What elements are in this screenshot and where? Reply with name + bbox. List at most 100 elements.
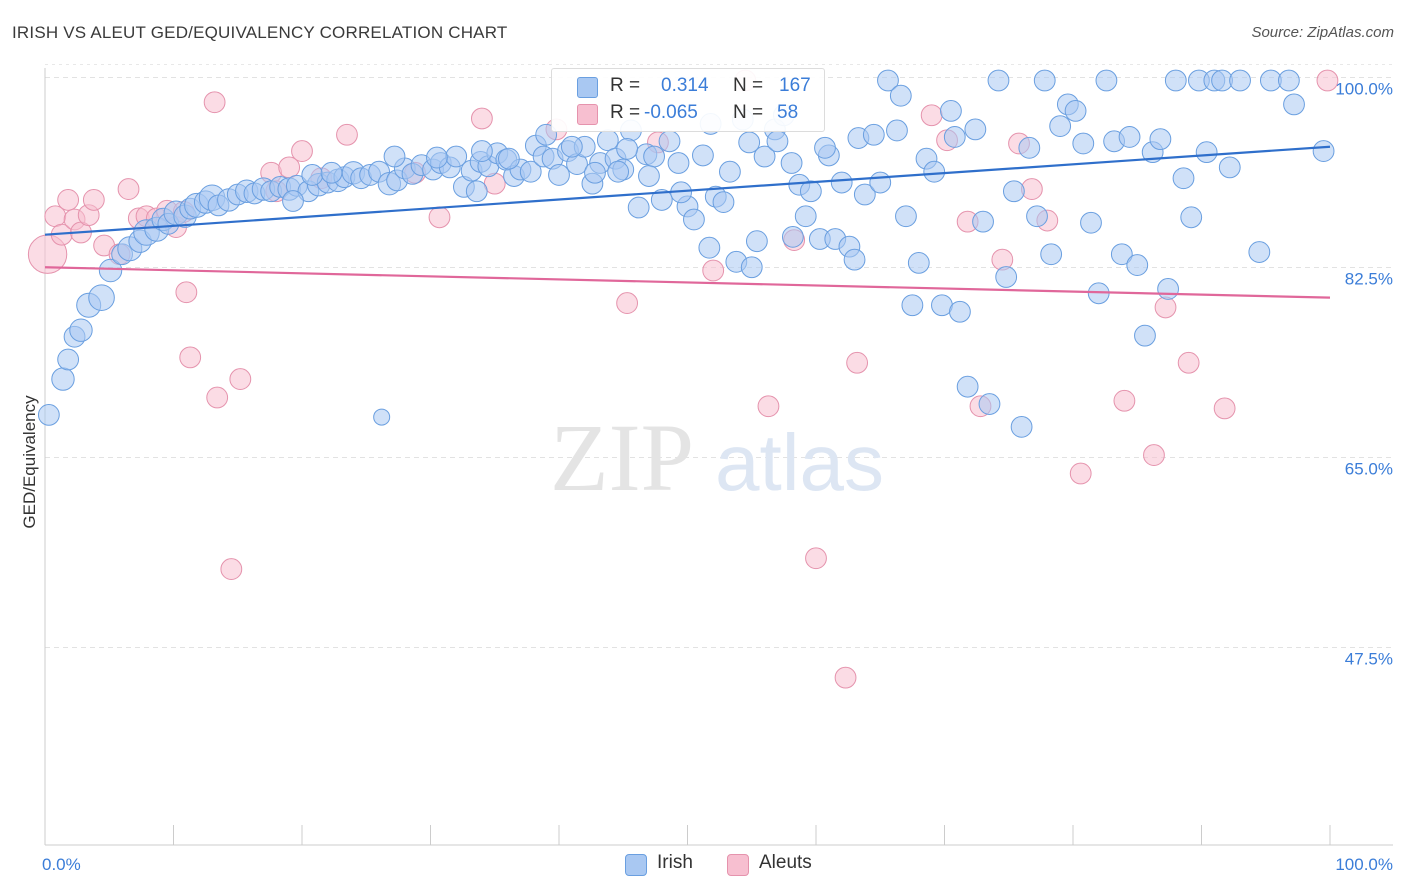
aleuts-point <box>1143 444 1165 466</box>
irish-point <box>57 348 80 371</box>
irish-point <box>1018 136 1041 159</box>
irish-point <box>853 183 876 206</box>
irish-point <box>964 118 987 141</box>
chart-title: IRISH VS ALEUT GED/EQUIVALENCY CORRELATI… <box>12 23 508 42</box>
axes <box>44 68 1393 846</box>
trend-lines <box>44 145 1331 299</box>
irish-point <box>877 69 899 92</box>
irish-point <box>869 171 892 194</box>
irish-point <box>301 164 324 186</box>
irish-point <box>740 256 763 279</box>
aleuts-point <box>1069 462 1092 485</box>
irish-point <box>1172 167 1195 190</box>
irish-point <box>1126 254 1149 276</box>
irish-point <box>88 284 115 311</box>
aleuts-point <box>757 395 780 418</box>
y-tick-label: 47.5% <box>1345 650 1393 669</box>
irish-point <box>1072 132 1095 155</box>
irish-point <box>69 318 93 342</box>
legend-r-label: R = <box>610 75 641 96</box>
grid-lines <box>45 64 1393 648</box>
irish-point <box>37 404 60 426</box>
y-axis-label: GED/Equivalency <box>20 395 39 529</box>
aleuts-point <box>428 206 451 229</box>
bottom-legend-swatch-irish <box>625 854 647 876</box>
irish-point <box>497 147 520 170</box>
irish-point <box>995 266 1018 288</box>
irish-point <box>638 165 660 187</box>
legend-swatch-aleuts <box>577 104 598 125</box>
irish-point <box>1026 205 1048 228</box>
y-tick-label: 100.0% <box>1335 80 1393 99</box>
irish-point <box>1080 211 1102 234</box>
y-tick-label: 65.0% <box>1345 460 1393 479</box>
irish-point <box>1229 69 1251 92</box>
bottom-legend-swatch-aleuts <box>727 854 749 876</box>
tick-labels: 47.5% 65.0% 82.5% 100.0% 0.0% 100.0% <box>42 80 1393 875</box>
irish-point <box>1157 278 1179 300</box>
irish-point <box>1118 126 1141 148</box>
irish-point <box>1110 243 1133 266</box>
irish-point <box>780 152 803 174</box>
irish-point <box>907 252 930 274</box>
aleuts-point <box>846 351 869 374</box>
legend-n-value: 58 <box>777 102 799 123</box>
irish-point <box>712 191 735 214</box>
irish-point <box>698 236 721 259</box>
irish-point <box>683 208 705 231</box>
legend-r-label: R = <box>610 102 641 123</box>
irish-point <box>658 130 681 153</box>
irish-point <box>383 145 406 168</box>
irish-point <box>1002 180 1025 203</box>
irish-point <box>607 160 630 183</box>
aleuts-point <box>1154 296 1177 319</box>
aleuts-point <box>179 346 202 369</box>
irish-point <box>596 129 619 152</box>
irish-point <box>1195 141 1218 164</box>
irish-point <box>627 196 650 219</box>
irish-point <box>1064 100 1087 122</box>
aleuts-point <box>291 140 313 162</box>
irish-point <box>830 171 853 194</box>
irish-point <box>814 136 836 159</box>
irish-point <box>799 180 822 203</box>
irish-point <box>1040 243 1063 266</box>
irish-trend-line <box>44 145 1331 236</box>
irish-point <box>738 131 761 154</box>
irish-point <box>1010 415 1033 438</box>
aleuts-point <box>920 104 943 127</box>
irish-point <box>766 130 789 153</box>
irish-point <box>548 164 570 186</box>
irish-point <box>794 205 817 228</box>
irish-point <box>98 258 123 283</box>
irish-point <box>862 123 885 146</box>
irish-point <box>1095 69 1118 92</box>
irish-point <box>895 205 917 228</box>
aleuts-point <box>206 386 229 409</box>
aleuts-point <box>229 368 252 390</box>
irish-point <box>471 140 493 162</box>
watermark-atlas: atlas <box>715 418 884 507</box>
aleuts-point <box>471 107 493 130</box>
aleuts-point <box>220 558 243 580</box>
irish-point <box>901 294 924 317</box>
irish-point <box>519 160 542 183</box>
aleuts-point <box>1113 389 1136 412</box>
aleuts-point <box>82 189 105 211</box>
irish-point <box>943 126 966 148</box>
irish-point <box>1312 140 1335 162</box>
aleuts-point <box>203 91 226 114</box>
irish-point <box>781 225 804 248</box>
irish-point <box>51 367 75 391</box>
irish-point <box>753 145 776 168</box>
aleuts-point <box>616 292 639 314</box>
legend-n-value: 167 <box>779 75 811 96</box>
aleuts-point <box>1177 351 1200 374</box>
watermark: ZIP atlas <box>550 404 884 511</box>
irish-point <box>1149 128 1172 151</box>
irish-point <box>465 180 488 203</box>
legend-swatch-irish <box>577 77 598 98</box>
irish-point <box>1033 69 1056 92</box>
irish-point <box>972 210 994 233</box>
